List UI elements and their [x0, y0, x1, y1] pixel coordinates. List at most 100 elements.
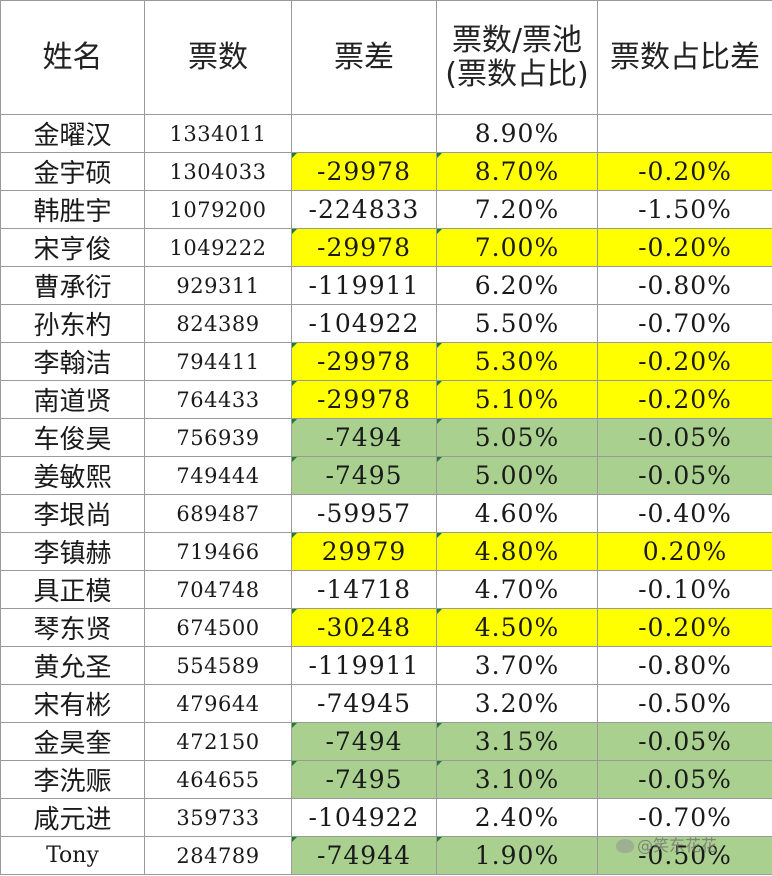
cell-vote-share: 8.70%: [436, 152, 598, 191]
table-row: 具正模 704748 -14718 4.70% -0.10%: [0, 570, 772, 609]
cell-share-diff: -0.20%: [597, 342, 772, 381]
cell-vote-diff: -14718: [291, 570, 437, 609]
cell-share-diff: -1.50%: [597, 190, 772, 229]
cell-vote-diff: 29979: [291, 532, 437, 571]
table-row: 李垠尚 689487 -59957 4.60% -0.40%: [0, 494, 772, 533]
cell-vote-share: 4.60%: [436, 494, 598, 533]
cell-share-diff: -0.20%: [597, 380, 772, 419]
cell-name: 孙东杓: [0, 304, 145, 343]
cell-share-diff: -0.05%: [597, 418, 772, 457]
cell-name: 车俊昊: [0, 418, 145, 457]
table-row: 琴东贤 674500 -30248 4.50% -0.20%: [0, 608, 772, 647]
table-row: 姜敏熙 749444 -7495 5.00% -0.05%: [0, 456, 772, 495]
table-row: 车俊昊 756939 -7494 5.05% -0.05%: [0, 418, 772, 457]
cell-votes: 824389: [144, 304, 292, 343]
cell-name: 琴东贤: [0, 608, 145, 647]
cell-votes: 756939: [144, 418, 292, 457]
cell-votes: 929311: [144, 266, 292, 305]
cell-vote-diff: -29978: [291, 380, 437, 419]
table-row: 李镇赫 719466 29979 4.80% 0.20%: [0, 532, 772, 571]
cell-vote-diff: -7495: [291, 760, 437, 799]
table-row: 宋亨俊 1049222 -29978 7.00% -0.20%: [0, 228, 772, 267]
header-vote-share: 票数/票池(票数占比): [436, 0, 598, 115]
cell-vote-diff: -30248: [291, 608, 437, 647]
cell-name: 宋亨俊: [0, 228, 145, 267]
cell-votes: 284789: [144, 836, 292, 875]
header-row: 姓名 票数 票差 票数/票池(票数占比) 票数占比差: [0, 0, 772, 115]
cell-vote-share: 7.20%: [436, 190, 598, 229]
cell-share-diff: -0.10%: [597, 570, 772, 609]
cell-votes: 764433: [144, 380, 292, 419]
table-row: 南道贤 764433 -29978 5.10% -0.20%: [0, 380, 772, 419]
cell-votes: 1079200: [144, 190, 292, 229]
cell-votes: 1304033: [144, 152, 292, 191]
cell-vote-diff: -59957: [291, 494, 437, 533]
cell-share-diff: -0.05%: [597, 456, 772, 495]
cell-share-diff: -0.40%: [597, 494, 772, 533]
cell-share-diff: -0.80%: [597, 646, 772, 685]
cell-vote-diff: -119911: [291, 646, 437, 685]
cell-vote-diff: -119911: [291, 266, 437, 305]
cell-vote-share: 5.05%: [436, 418, 598, 457]
cell-vote-diff: -7494: [291, 722, 437, 761]
cell-vote-share: 2.40%: [436, 798, 598, 837]
cell-vote-share: 3.20%: [436, 684, 598, 723]
table-body: 金曜汉 1334011 8.90% 金宇硕 1304033 -29978 8.70% -0.2…: [0, 114, 772, 875]
cell-vote-share: 4.70%: [436, 570, 598, 609]
cell-share-diff: -0.20%: [597, 228, 772, 267]
cell-votes: 479644: [144, 684, 292, 723]
table-row: 金宇硕 1304033 -29978 8.70% -0.20%: [0, 152, 772, 191]
cell-vote-share: 3.70%: [436, 646, 598, 685]
cell-vote-diff: -104922: [291, 798, 437, 837]
cell-vote-diff: -7494: [291, 418, 437, 457]
table-row: 咸元进 359733 -104922 2.40% -0.70%: [0, 798, 772, 837]
cell-name: 金宇硕: [0, 152, 145, 191]
cell-name: 咸元进: [0, 798, 145, 837]
cell-name: 李翰洁: [0, 342, 145, 381]
cell-share-diff: -0.05%: [597, 722, 772, 761]
cell-votes: 1334011: [144, 114, 292, 153]
cell-share-diff: 0.20%: [597, 532, 772, 571]
cell-share-diff: -0.20%: [597, 608, 772, 647]
header-vote-diff: 票差: [291, 0, 437, 115]
cell-votes: 794411: [144, 342, 292, 381]
cell-votes: 554589: [144, 646, 292, 685]
cell-name: 宋有彬: [0, 684, 145, 723]
cell-vote-diff: -29978: [291, 342, 437, 381]
cell-vote-diff: -104922: [291, 304, 437, 343]
cell-votes: 704748: [144, 570, 292, 609]
table-row: 黄允圣 554589 -119911 3.70% -0.80%: [0, 646, 772, 685]
cell-name: 金昊奎: [0, 722, 145, 761]
cell-share-diff: -0.05%: [597, 760, 772, 799]
cell-name: 姜敏熙: [0, 456, 145, 495]
cell-vote-diff: -74945: [291, 684, 437, 723]
cell-name: 南道贤: [0, 380, 145, 419]
cell-name: 具正模: [0, 570, 145, 609]
table-row: 曹承衍 929311 -119911 6.20% -0.80%: [0, 266, 772, 305]
table-row: 李洗赈 464655 -7495 3.10% -0.05%: [0, 760, 772, 799]
cell-name: 黄允圣: [0, 646, 145, 685]
cell-share-diff: -0.50%: [597, 836, 772, 875]
header-votes: 票数: [144, 0, 292, 115]
header-name: 姓名: [0, 0, 145, 115]
cell-name: Tony: [0, 836, 145, 875]
cell-vote-share: 3.10%: [436, 760, 598, 799]
cell-votes: 749444: [144, 456, 292, 495]
cell-vote-share: 4.50%: [436, 608, 598, 647]
cell-vote-diff: -29978: [291, 152, 437, 191]
table-row: Tony 284789 -74944 1.90% -0.50%: [0, 836, 772, 875]
cell-vote-share: 8.90%: [436, 114, 598, 153]
cell-votes: 1049222: [144, 228, 292, 267]
cell-vote-share: 7.00%: [436, 228, 598, 267]
cell-name: 李垠尚: [0, 494, 145, 533]
table-row: 金曜汉 1334011 8.90%: [0, 114, 772, 153]
cell-votes: 464655: [144, 760, 292, 799]
cell-share-diff: -0.70%: [597, 304, 772, 343]
table-row: 孙东杓 824389 -104922 5.50% -0.70%: [0, 304, 772, 343]
cell-votes: 689487: [144, 494, 292, 533]
cell-vote-share: 5.10%: [436, 380, 598, 419]
cell-vote-share: 5.00%: [436, 456, 598, 495]
cell-vote-diff: -224833: [291, 190, 437, 229]
table-row: 宋有彬 479644 -74945 3.20% -0.50%: [0, 684, 772, 723]
cell-vote-diff: -7495: [291, 456, 437, 495]
